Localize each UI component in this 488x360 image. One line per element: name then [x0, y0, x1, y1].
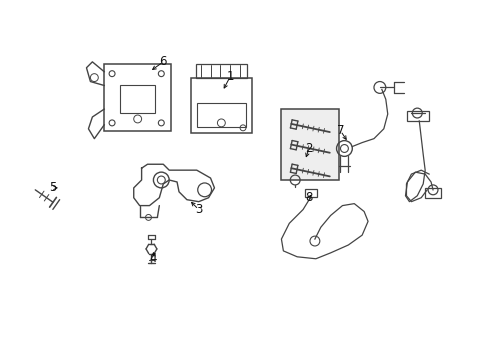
Bar — [120, 85, 155, 113]
Text: 7: 7 — [336, 124, 344, 137]
Bar — [281, 109, 338, 180]
Bar — [196, 103, 245, 127]
Text: 2: 2 — [305, 142, 312, 155]
Bar — [305, 189, 316, 197]
Text: 4: 4 — [149, 252, 157, 265]
Text: 6: 6 — [159, 55, 167, 68]
Bar — [424, 188, 440, 198]
Bar — [195, 64, 246, 78]
Bar — [104, 64, 171, 131]
Bar — [407, 111, 428, 121]
Text: 1: 1 — [226, 70, 233, 83]
Text: 8: 8 — [305, 191, 312, 204]
Text: 5: 5 — [49, 181, 57, 194]
Bar — [190, 78, 251, 133]
Text: 3: 3 — [195, 203, 202, 216]
